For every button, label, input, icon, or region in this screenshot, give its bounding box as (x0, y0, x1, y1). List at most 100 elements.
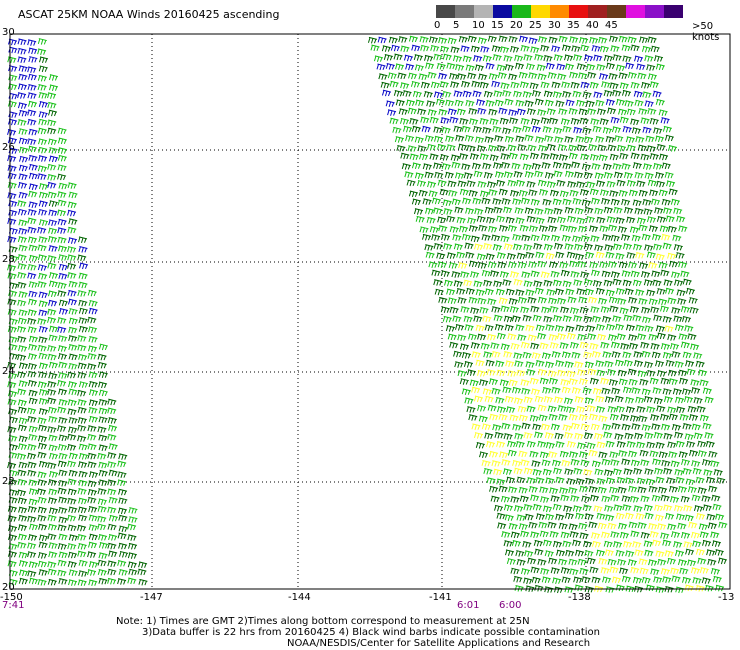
wind-barb (480, 45, 490, 53)
wind-barb (560, 494, 570, 502)
wind-barb (584, 361, 594, 369)
wind-barb (574, 396, 584, 403)
wind-barb (526, 477, 536, 484)
wind-barb (523, 280, 533, 287)
wind-barb (57, 406, 67, 414)
wind-barb (77, 550, 87, 558)
wind-barb (489, 413, 499, 421)
wind-barb (628, 450, 638, 458)
wind-barb (608, 379, 619, 386)
wind-barb (583, 540, 593, 548)
wind-barb (438, 37, 448, 44)
wind-barb (446, 215, 456, 223)
wind-barb (624, 512, 634, 520)
wind-barb (27, 66, 37, 73)
wind-barb (550, 423, 561, 431)
wind-barb (429, 116, 439, 124)
wind-barb (97, 515, 107, 523)
wind-barb (473, 315, 483, 323)
legend-swatch (493, 5, 512, 18)
wind-barb (667, 297, 677, 305)
wind-barb (508, 486, 518, 494)
wind-barb (48, 227, 58, 235)
wind-barb (27, 452, 37, 460)
wind-barb (544, 432, 554, 439)
wind-barb (493, 280, 503, 288)
wind-barb (661, 459, 671, 467)
wind-barb (529, 377, 539, 385)
wind-barb (569, 189, 579, 197)
wind-barb (623, 359, 634, 367)
wind-barb (497, 522, 507, 530)
wind-barb (464, 134, 474, 142)
wind-barb (128, 542, 138, 550)
wind-barb (689, 306, 699, 314)
wind-barb (438, 225, 448, 232)
wind-barb (504, 549, 515, 556)
wind-barb (692, 540, 702, 548)
wind-barb (512, 424, 522, 431)
wind-barb (77, 344, 87, 352)
wind-barb (585, 100, 595, 108)
wind-barb (652, 539, 662, 547)
wind-barb (664, 134, 674, 142)
wind-barb (422, 163, 432, 170)
wind-barb (17, 399, 27, 407)
wind-barb (443, 208, 453, 215)
wind-barb (499, 451, 509, 459)
wind-barb (57, 543, 67, 550)
wind-barb (592, 387, 602, 395)
wind-barb (543, 539, 553, 547)
wind-barb (471, 80, 481, 88)
wind-barb (545, 361, 555, 368)
wind-barb (98, 444, 108, 451)
wind-barb (705, 440, 715, 448)
legend-swatch (550, 5, 569, 18)
wind-barb (495, 360, 505, 368)
wind-barb (610, 531, 620, 538)
wind-barb (576, 288, 586, 295)
wind-barb (523, 577, 533, 585)
wind-barb (470, 307, 480, 314)
wind-barb (617, 486, 627, 494)
wind-barb (549, 305, 559, 313)
wind-barb (506, 558, 516, 565)
wind-barb (523, 396, 533, 404)
wind-barb (665, 512, 675, 520)
wind-barb (473, 55, 483, 62)
wind-barb (68, 191, 78, 199)
wind-barb (7, 308, 17, 316)
wind-barb (562, 198, 572, 206)
wind-barb (47, 426, 57, 433)
wind-barb (37, 165, 47, 172)
wind-barb (615, 98, 626, 106)
wind-barb (574, 584, 584, 592)
wind-barb (501, 459, 511, 466)
wind-barb (57, 154, 67, 162)
wind-barb (480, 342, 490, 350)
wind-barb (486, 477, 496, 484)
wind-barb (579, 485, 589, 493)
wind-barb (509, 414, 519, 422)
wind-barb (98, 381, 108, 389)
wind-barb (38, 208, 48, 216)
wind-barb (581, 495, 591, 503)
wind-barb (376, 63, 386, 71)
wind-barb (590, 306, 600, 313)
wind-barb (576, 63, 586, 70)
wind-barb (595, 99, 605, 107)
wind-barb (687, 486, 697, 493)
wind-barb (599, 225, 609, 233)
wind-barb (48, 74, 59, 81)
wind-barb (646, 251, 656, 259)
wind-barb (470, 45, 480, 53)
wind-barb (507, 449, 518, 457)
wind-barb (7, 298, 17, 306)
wind-barb (47, 388, 57, 396)
wind-barb (429, 226, 439, 233)
wind-barb (58, 578, 68, 585)
wind-barb (455, 64, 465, 71)
wind-barb (487, 404, 497, 412)
wind-barb (685, 478, 695, 486)
wind-barb (581, 576, 591, 583)
